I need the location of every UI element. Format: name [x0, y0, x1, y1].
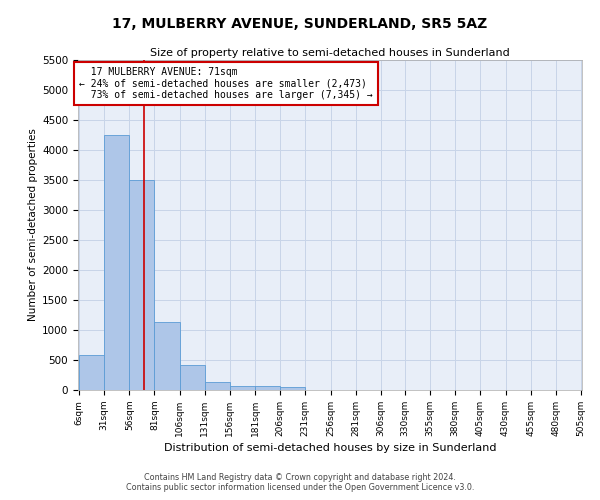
X-axis label: Distribution of semi-detached houses by size in Sunderland: Distribution of semi-detached houses by …: [164, 443, 496, 453]
Bar: [230, 386, 255, 390]
Bar: [79, 355, 104, 390]
Bar: [280, 387, 305, 390]
Text: 17, MULBERRY AVENUE, SUNDERLAND, SR5 5AZ: 17, MULBERRY AVENUE, SUNDERLAND, SR5 5AZ: [112, 18, 488, 32]
Bar: [104, 135, 130, 390]
Bar: [205, 382, 230, 390]
Text: 17 MULBERRY AVENUE: 71sqm
← 24% of semi-detached houses are smaller (2,473)
  73: 17 MULBERRY AVENUE: 71sqm ← 24% of semi-…: [79, 67, 373, 100]
Bar: [154, 322, 179, 390]
Bar: [255, 386, 280, 390]
Y-axis label: Number of semi-detached properties: Number of semi-detached properties: [28, 128, 38, 322]
Bar: [179, 365, 205, 390]
Bar: [130, 180, 154, 390]
Text: Contains HM Land Registry data © Crown copyright and database right 2024.
Contai: Contains HM Land Registry data © Crown c…: [126, 473, 474, 492]
Title: Size of property relative to semi-detached houses in Sunderland: Size of property relative to semi-detach…: [150, 48, 510, 58]
